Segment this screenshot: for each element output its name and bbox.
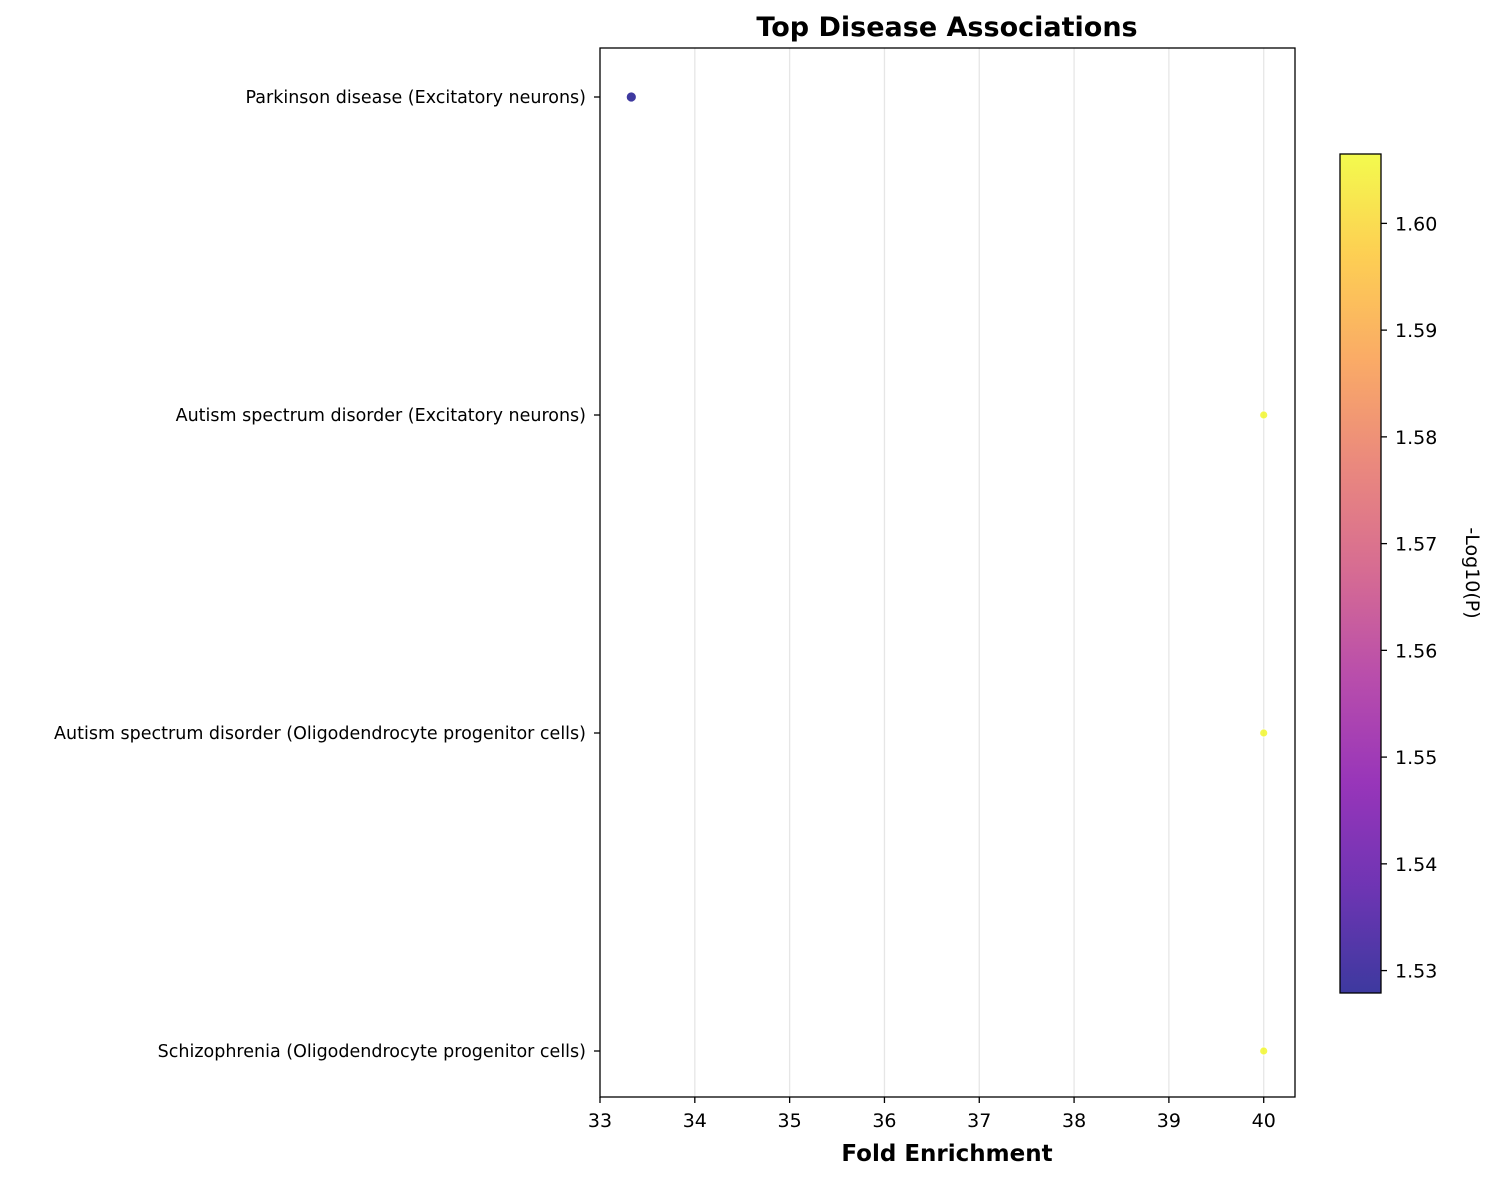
x-tick-label: 39 (1157, 1110, 1181, 1132)
category-label: Schizophrenia (Oligodendrocyte progenito… (158, 1042, 586, 1062)
colorbar-tick-label: 1.54 (1395, 854, 1437, 876)
x-tick-label: 33 (588, 1110, 612, 1132)
data-point (1259, 728, 1269, 738)
colorbar-tick-label: 1.59 (1395, 320, 1437, 342)
colorbar-label: -Log10(P) (1461, 527, 1483, 618)
y-axis-ticks: Parkinson disease (Excitatory neurons) Au… (54, 88, 600, 1062)
data-points (625, 91, 1269, 1056)
colorbar-tick-label: 1.55 (1395, 747, 1437, 769)
colorbar-ticks: 1.53 1.54 1.55 1.56 1.57 1.58 1.59 1.60 (1381, 213, 1437, 983)
category-label: Autism spectrum disorder (Oligodendrocyt… (54, 724, 586, 744)
x-tick-label: 36 (872, 1110, 896, 1132)
colorbar (1339, 153, 1382, 994)
x-axis-label: Fold Enrichment (841, 1141, 1052, 1167)
colorbar-tick-label: 1.58 (1395, 427, 1437, 449)
x-tick-label: 38 (1062, 1110, 1086, 1132)
x-tick-label: 37 (967, 1110, 991, 1132)
colorbar-tick-label: 1.57 (1395, 534, 1437, 556)
data-point (625, 91, 637, 103)
category-label: Parkinson disease (Excitatory neurons) (246, 88, 586, 108)
x-tick-label: 40 (1252, 1110, 1276, 1132)
x-axis-ticks: 33 34 35 36 37 38 39 40 (588, 1097, 1276, 1132)
colorbar-tick-label: 1.53 (1395, 961, 1437, 983)
colorbar-tick-label: 1.56 (1395, 640, 1437, 662)
data-point (1259, 410, 1269, 420)
x-tick-label: 34 (683, 1110, 707, 1132)
colorbar-tick-label: 1.60 (1395, 213, 1437, 235)
chart-title: Top Disease Associations (756, 12, 1137, 43)
x-tick-label: 35 (778, 1110, 802, 1132)
x-gridlines (694, 48, 1265, 1097)
category-label: Autism spectrum disorder (Excitatory neu… (176, 406, 586, 426)
plot-area-frame (599, 47, 1296, 1098)
data-point (1259, 1046, 1269, 1056)
